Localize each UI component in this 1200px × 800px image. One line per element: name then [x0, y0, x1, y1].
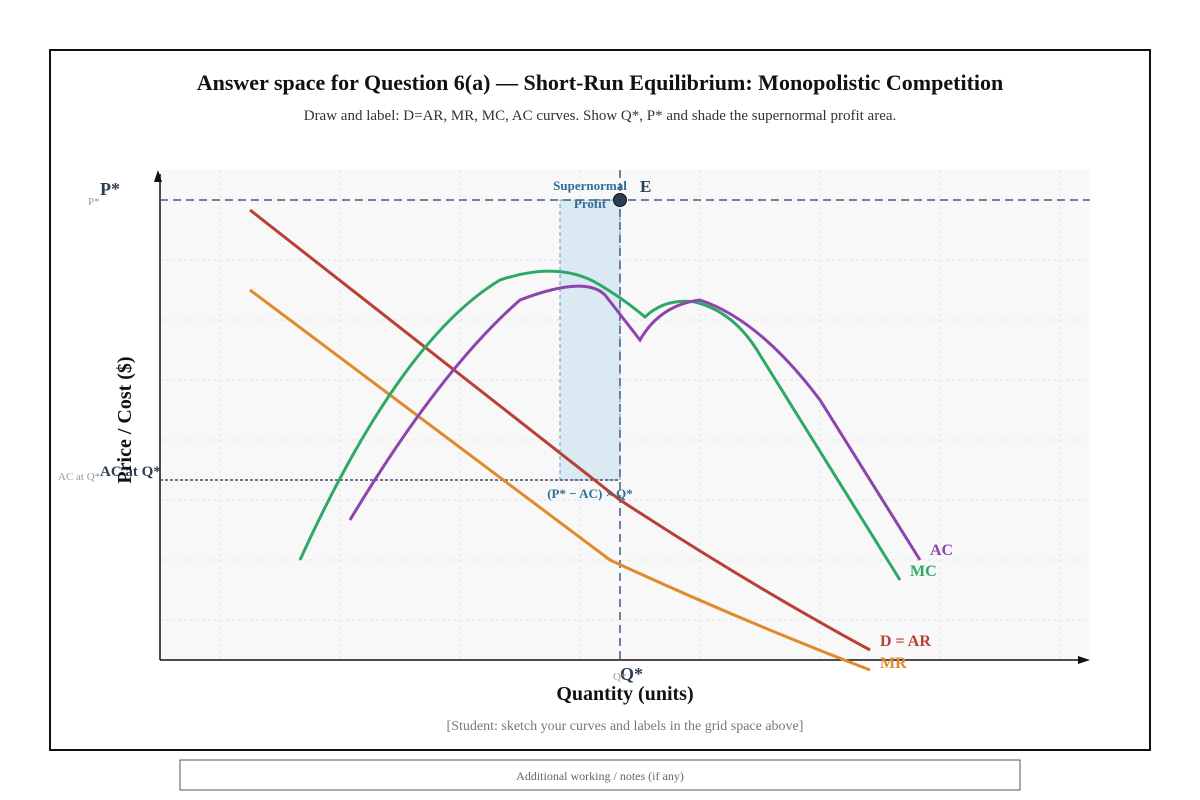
equilibrium-label: E [640, 177, 651, 196]
price-marker: P* [100, 179, 120, 199]
subtitle: Draw and label: D=AR, MR, MC, AC curves.… [304, 108, 897, 124]
grid [160, 170, 1090, 660]
y-arrow [154, 170, 162, 182]
quantity-marker: Q* [620, 664, 643, 684]
y-axis-label: Price / Cost ($) [114, 356, 136, 483]
mc-curve [298, 269, 902, 581]
footer-note: [Student: sketch your curves and labels … [447, 719, 804, 734]
title: Answer space for Question 6(a) — Short-R… [197, 70, 1004, 95]
mr-curve [249, 288, 871, 672]
ac-curve [348, 284, 922, 561]
x-arrow [1078, 656, 1090, 664]
ac-marker-small: AC at Q* [58, 471, 100, 483]
demand-curve [249, 208, 871, 652]
profit-label: Profit [574, 196, 607, 211]
demand-label: D = AR [880, 633, 931, 650]
equilibrium-point [613, 193, 627, 207]
price-marker-small: P* [88, 196, 100, 208]
mr-label: MR [880, 655, 907, 672]
ac-marker: AC at Q* [100, 464, 161, 480]
plot-area [160, 170, 1090, 660]
x-axis-label: Quantity (units) [556, 683, 693, 705]
profit-label: Supernormal [553, 178, 627, 193]
notes-label: Additional working / notes (if any) [516, 769, 684, 783]
profit-formula: (P* − AC) × Q* [547, 486, 633, 501]
quantity-marker-small: Q* [613, 671, 626, 683]
profit-area [559, 199, 621, 481]
ac-label: AC [930, 542, 953, 559]
mc-label: MC [910, 563, 937, 580]
notes-box [179, 759, 1021, 791]
